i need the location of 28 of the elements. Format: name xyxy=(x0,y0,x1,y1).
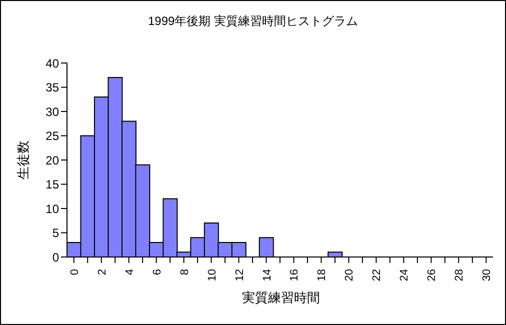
x-tick-label: 28 xyxy=(454,269,466,282)
chart-title: 1999年後期 実質練習時間ヒストグラム xyxy=(146,13,360,30)
y-tick-label: 40 xyxy=(46,56,60,70)
x-tick-label: 10 xyxy=(206,269,218,282)
x-tick-label: 4 xyxy=(124,269,136,276)
x-tick-label: 26 xyxy=(426,269,438,282)
y-tick-label: 15 xyxy=(46,178,60,192)
x-tick-label: 30 xyxy=(481,269,494,282)
x-tick-label: 22 xyxy=(371,269,384,282)
x-tick-label: 8 xyxy=(178,269,191,276)
y-tick-label: 20 xyxy=(46,153,60,168)
x-tick-label: 6 xyxy=(151,269,164,276)
y-tick-label: 10 xyxy=(46,202,60,216)
y-tick-label: 25 xyxy=(46,129,60,144)
x-tick-label: 20 xyxy=(344,269,356,282)
x-tick-label: 12 xyxy=(234,269,246,282)
x-tick-label: 16 xyxy=(288,269,301,282)
y-tick-label: 35 xyxy=(46,80,60,95)
y-axis-title: 生徒数 xyxy=(16,140,31,180)
y-tick-label: 30 xyxy=(46,104,60,119)
x-tick-label: 18 xyxy=(316,269,328,282)
x-tick-label: 24 xyxy=(398,269,411,282)
y-tick-label: 0 xyxy=(52,250,60,264)
x-axis-title: 実質練習時間 xyxy=(241,289,321,307)
x-tick-label: 14 xyxy=(261,269,274,282)
x-tick-label: 2 xyxy=(96,269,108,276)
y-tick-label: 5 xyxy=(52,226,60,240)
x-tick-label: 0 xyxy=(68,269,81,276)
